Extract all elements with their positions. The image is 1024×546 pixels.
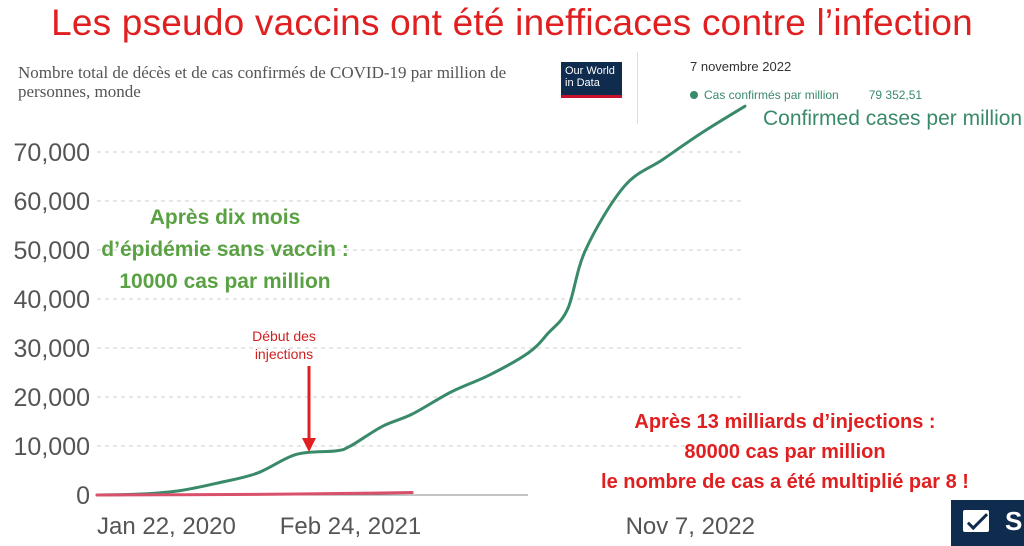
annotation-before-vaccine: Après dix mois d’épidémie sans vaccin : …: [80, 202, 370, 298]
annotation-injections-start: Début des injections: [236, 327, 332, 363]
tooltip-value: 79 352,51: [868, 88, 923, 102]
y-tick-label: 10,000: [14, 433, 90, 461]
chart-subtitle: Nombre total de décès et de cas confirmé…: [18, 63, 507, 101]
series-dot-icon: [690, 91, 698, 99]
y-tick-label: 60,000: [14, 188, 90, 216]
annotation-after-line-1: Après 13 milliards d’injections :: [634, 411, 936, 433]
headline: Les pseudo vaccins ont été inefficaces c…: [51, 2, 973, 43]
y-tick-label: 40,000: [14, 286, 90, 314]
y-tick-label: 50,000: [14, 237, 90, 265]
mail-icon: [963, 510, 989, 532]
y-tick-label: 0: [76, 482, 90, 510]
annotation-before-line-3: 10000 cas par million: [119, 270, 331, 293]
annotation-injections-line-2: injections: [254, 346, 314, 362]
series-line-cases: [95, 104, 747, 497]
tooltip-date: 7 novembre 2022: [690, 59, 792, 74]
y-tick-label: 30,000: [14, 335, 90, 363]
x-tick-label: Nov 7, 2022: [626, 513, 755, 540]
series-label-cases: Confirmed cases per million: [763, 107, 1023, 130]
corner-badge[interactable]: S: [951, 500, 1024, 546]
annotation-after-injections: Après 13 milliards d’injections : 80000 …: [560, 407, 1010, 497]
y-tick-label: 70,000: [14, 139, 90, 167]
owid-logo-line-1: Our World: [565, 65, 615, 77]
annotation-after-line-3: le nombre de cas a été multiplié par 8 !: [601, 471, 969, 493]
y-tick-label: 20,000: [14, 384, 90, 412]
injection-arrow-head: [302, 438, 316, 452]
owid-logo[interactable]: Our World in Data: [561, 62, 622, 98]
tooltip-row: Cas confirmés par million 79 352,51: [690, 88, 922, 102]
tooltip-divider: [637, 52, 638, 124]
annotation-injections-line-1: Début des: [252, 328, 316, 344]
x-tick-label: Feb 24, 2021: [280, 513, 421, 540]
annotation-before-line-2: d’épidémie sans vaccin :: [101, 238, 349, 261]
annotation-after-line-2: 80000 cas par million: [684, 441, 886, 463]
series-line-deaths: [95, 491, 414, 497]
x-tick-label: Jan 22, 2020: [97, 513, 236, 540]
owid-logo-line-2: in Data: [565, 77, 600, 89]
tooltip-series-label: Cas confirmés par million: [704, 88, 839, 102]
annotation-before-line-1: Après dix mois: [149, 206, 301, 229]
